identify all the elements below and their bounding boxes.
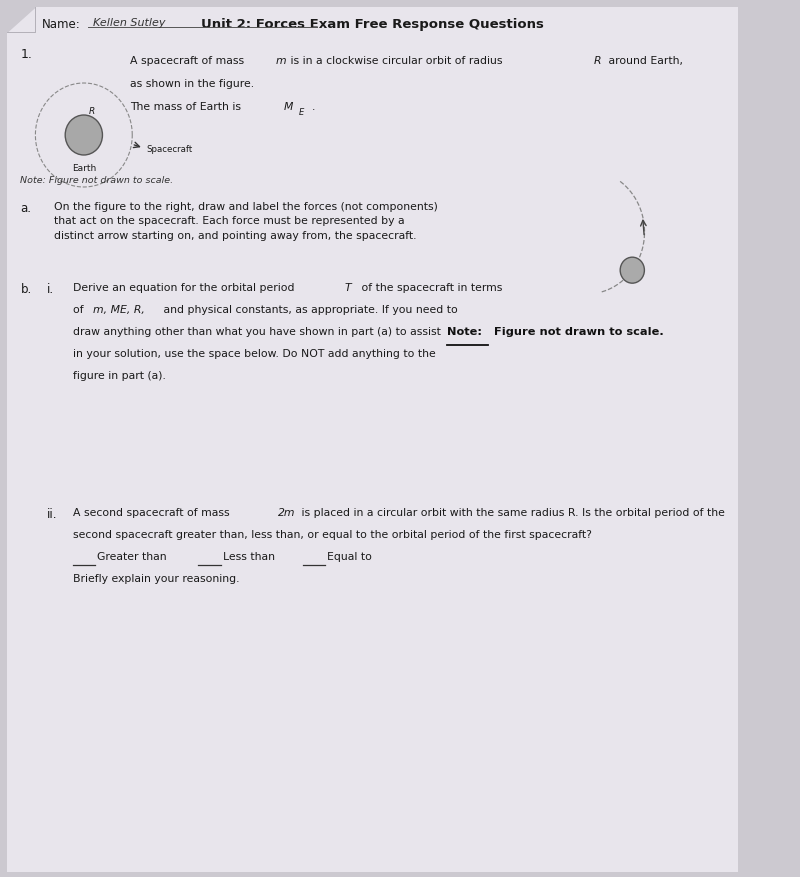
Text: E: E: [299, 108, 304, 117]
Text: 2m: 2m: [278, 508, 295, 517]
Text: R: R: [594, 56, 601, 66]
Text: Spacecraft: Spacecraft: [146, 145, 193, 153]
Text: a.: a.: [21, 202, 31, 215]
FancyBboxPatch shape: [7, 8, 738, 872]
Text: draw anything other than what you have shown in part (a) to assist: draw anything other than what you have s…: [73, 326, 441, 337]
Text: Less than: Less than: [222, 552, 274, 561]
Text: On the figure to the right, draw and label the forces (not components)
that act : On the figure to the right, draw and lab…: [54, 202, 438, 240]
Text: Kellen Sutley: Kellen Sutley: [93, 18, 166, 28]
Text: A spacecraft of mass: A spacecraft of mass: [130, 56, 248, 66]
Text: in your solution, use the space below. Do NOT add anything to the: in your solution, use the space below. D…: [73, 348, 435, 359]
Text: .: .: [312, 102, 315, 112]
Text: T: T: [345, 282, 351, 293]
Text: Note: Figure not drawn to scale.: Note: Figure not drawn to scale.: [21, 175, 174, 185]
Text: Name:: Name:: [42, 18, 81, 31]
Text: b.: b.: [21, 282, 32, 296]
Text: and physical constants, as appropriate. If you need to: and physical constants, as appropriate. …: [160, 304, 458, 315]
Text: A second spacecraft of mass: A second spacecraft of mass: [73, 508, 233, 517]
Text: second spacecraft greater than, less than, or equal to the orbital period of the: second spacecraft greater than, less tha…: [73, 530, 591, 539]
Text: of the spacecraft in terms: of the spacecraft in terms: [358, 282, 502, 293]
Text: 1.: 1.: [21, 48, 32, 61]
Text: Derive an equation for the orbital period: Derive an equation for the orbital perio…: [73, 282, 298, 293]
Polygon shape: [7, 8, 35, 33]
Text: i.: i.: [46, 282, 54, 296]
Text: m, ME, R,: m, ME, R,: [93, 304, 145, 315]
Text: ii.: ii.: [46, 508, 57, 520]
Text: Note:: Note:: [447, 326, 482, 337]
Text: Equal to: Equal to: [327, 552, 372, 561]
Circle shape: [65, 116, 102, 156]
Text: Greater than: Greater than: [97, 552, 166, 561]
Text: around Earth,: around Earth,: [606, 56, 683, 66]
Text: of: of: [73, 304, 86, 315]
Circle shape: [620, 258, 644, 284]
Text: Figure not drawn to scale.: Figure not drawn to scale.: [490, 326, 664, 337]
Text: is in a clockwise circular orbit of radius: is in a clockwise circular orbit of radi…: [287, 56, 506, 66]
Text: figure in part (a).: figure in part (a).: [73, 371, 166, 381]
Text: R: R: [89, 107, 94, 116]
Text: The mass of Earth is: The mass of Earth is: [130, 102, 245, 112]
Text: Briefly explain your reasoning.: Briefly explain your reasoning.: [73, 574, 239, 583]
Text: M: M: [284, 102, 294, 112]
Text: as shown in the figure.: as shown in the figure.: [130, 79, 254, 89]
Text: m: m: [276, 56, 286, 66]
Text: is placed in a circular orbit with the same radius R. Is the orbital period of t: is placed in a circular orbit with the s…: [298, 508, 725, 517]
Text: Unit 2: Forces Exam Free Response Questions: Unit 2: Forces Exam Free Response Questi…: [201, 18, 544, 31]
Text: Earth: Earth: [72, 164, 96, 173]
